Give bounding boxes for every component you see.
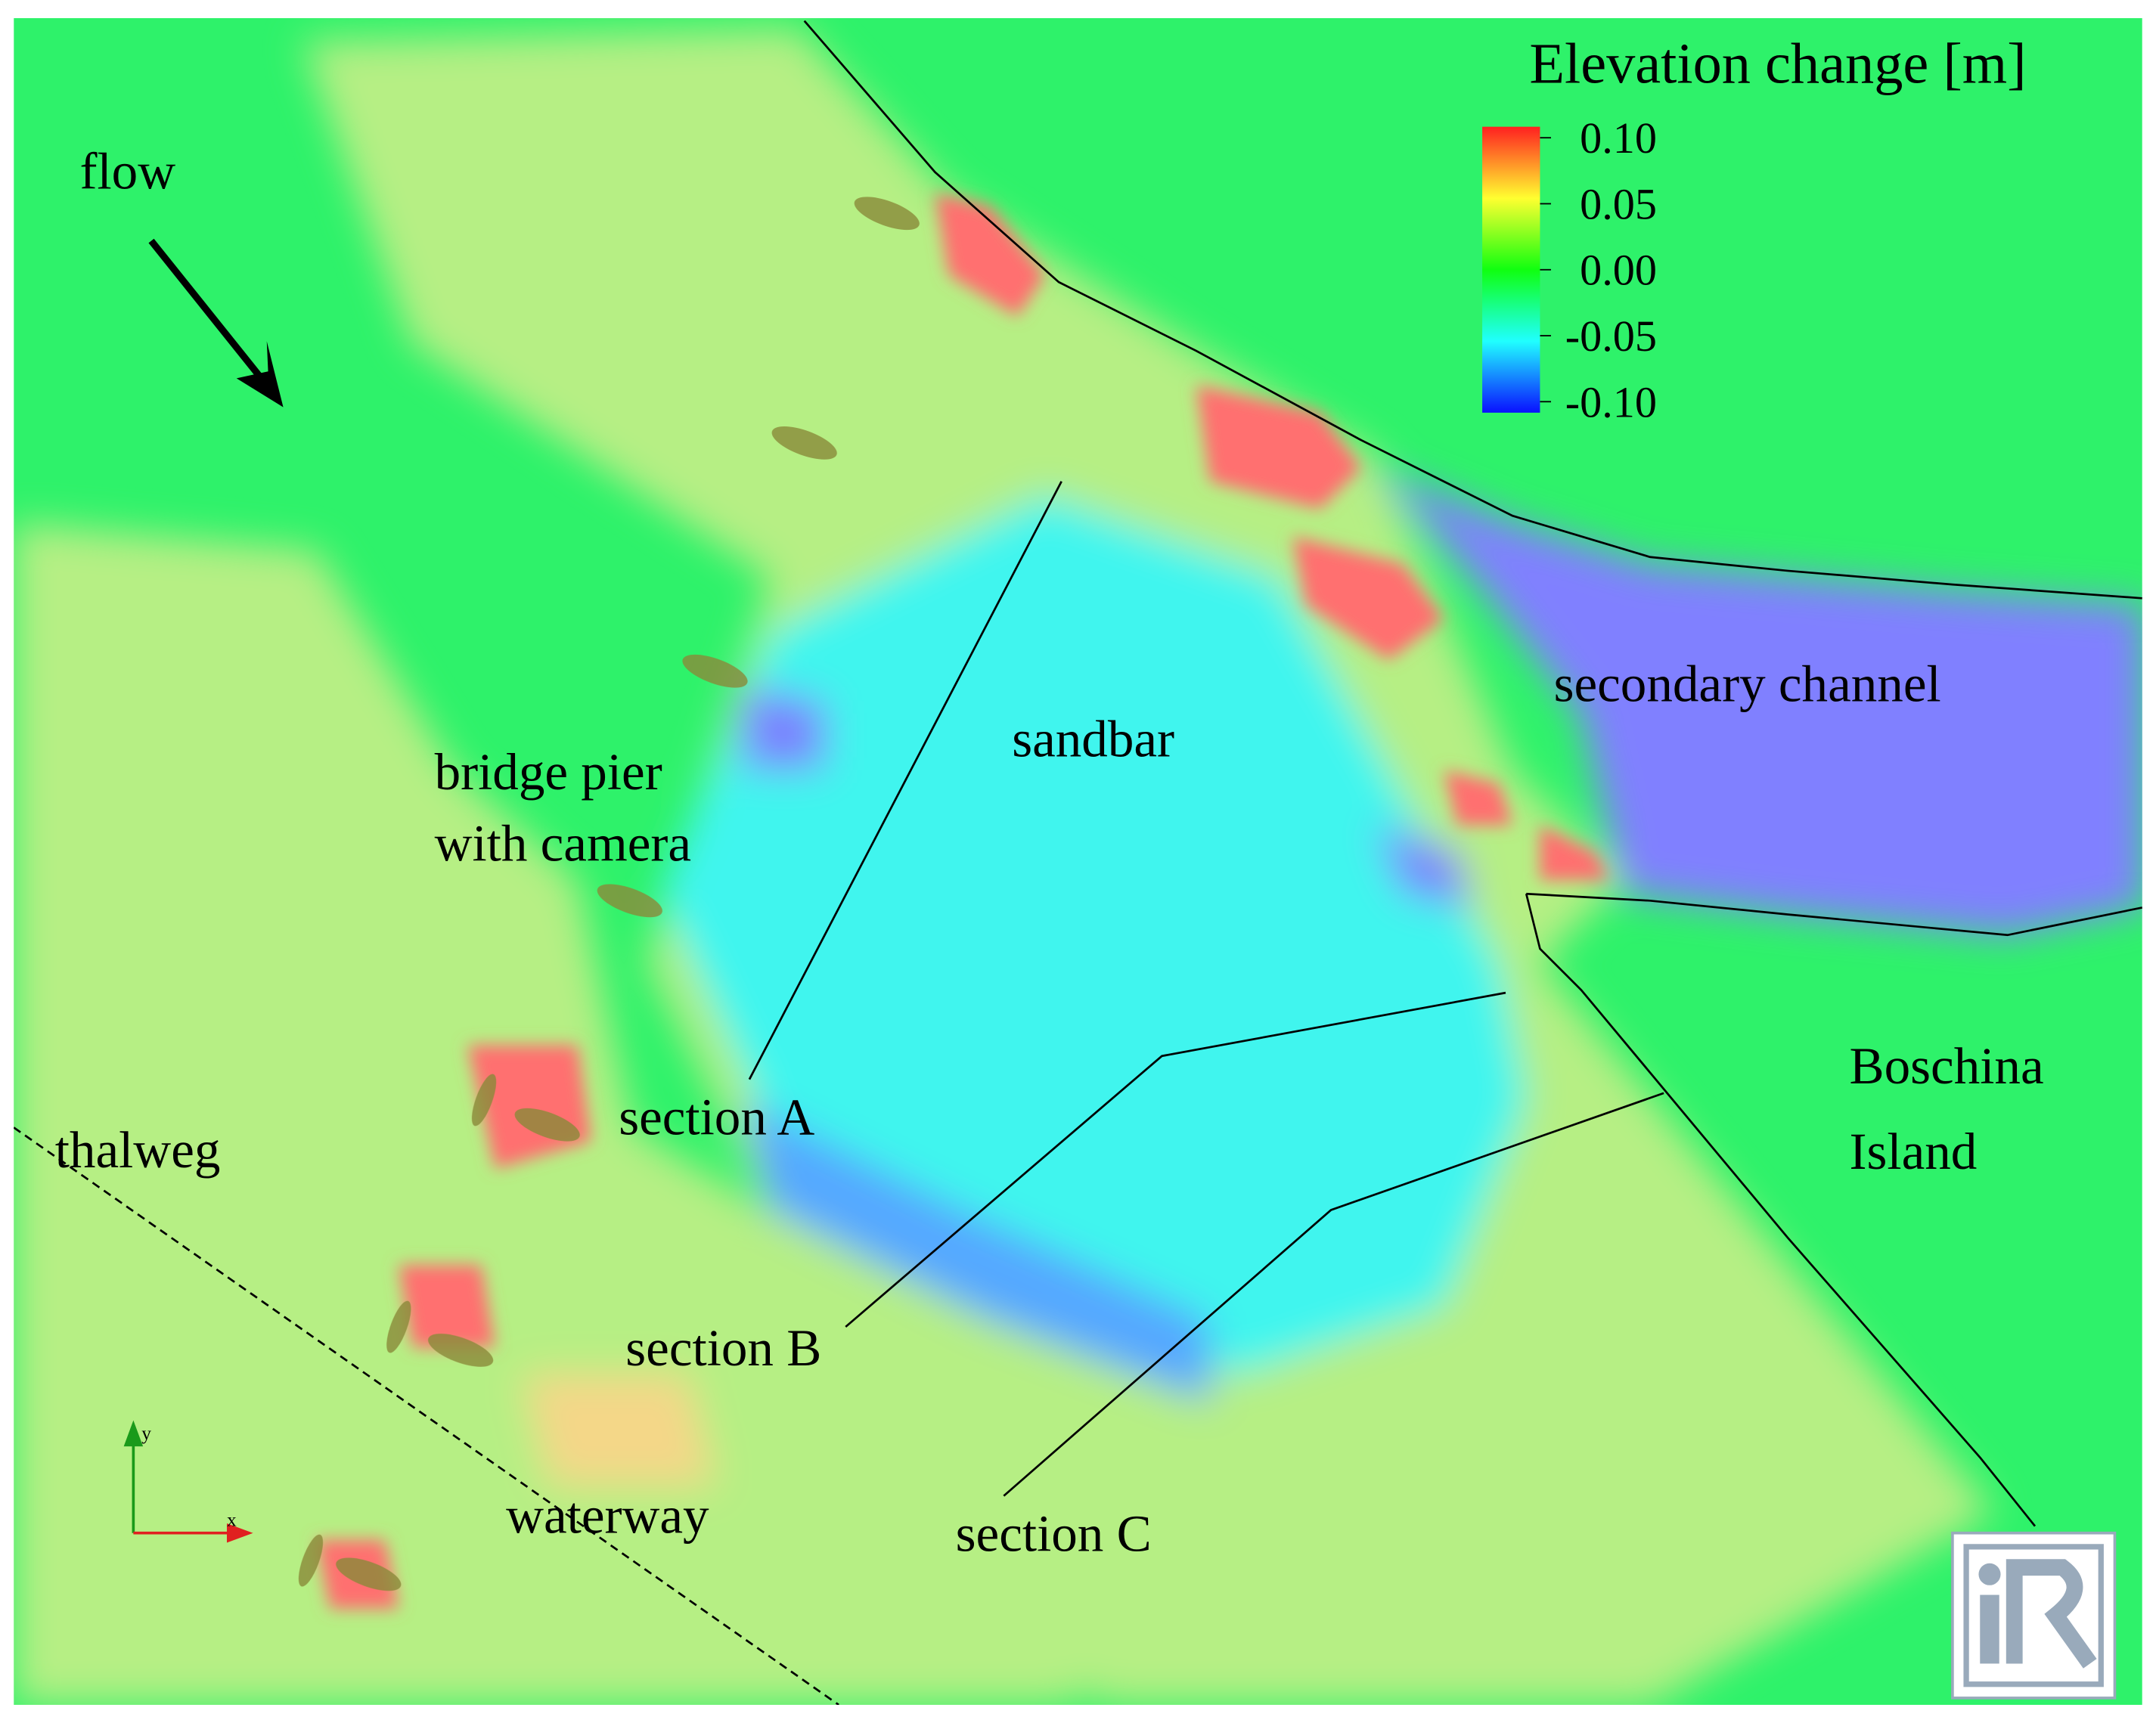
- flow-arrow: [148, 238, 284, 408]
- label: secondary channel: [1554, 655, 1941, 713]
- axis-gizmo: y x: [123, 1420, 253, 1543]
- label: section A: [619, 1087, 814, 1145]
- label: sandbar: [1012, 709, 1174, 767]
- colorbar-tick-label: 0.00: [1580, 246, 1657, 295]
- label: section C: [956, 1504, 1152, 1562]
- legend: Elevation change [m] 0.10 0.05 0.00 -0.05 -0…: [1482, 31, 2027, 426]
- label: Boschina: [1850, 1037, 2044, 1095]
- axis-label: x: [227, 1509, 237, 1531]
- colorbar-tick-label: 0.10: [1580, 113, 1657, 163]
- colorbar-tick-label: 0.05: [1580, 179, 1657, 228]
- label: waterway: [506, 1486, 709, 1545]
- label: with camera: [435, 814, 691, 872]
- colorbar: [1482, 126, 1540, 413]
- label: thalweg: [55, 1120, 221, 1179]
- label: section B: [625, 1319, 821, 1377]
- label: Island: [1850, 1122, 1978, 1180]
- elevation-field: y x: [14, 18, 2142, 1705]
- label: bridge pier: [435, 742, 662, 801]
- axis-label: y: [141, 1422, 151, 1444]
- colorbar-tick-label: -0.10: [1565, 377, 1657, 426]
- boundaries: [14, 20, 2142, 1705]
- legend-title: Elevation change [m]: [1529, 31, 2026, 95]
- label: flow: [79, 141, 175, 200]
- logo: [1951, 1531, 2117, 1700]
- colorbar-tick-label: -0.05: [1565, 311, 1657, 361]
